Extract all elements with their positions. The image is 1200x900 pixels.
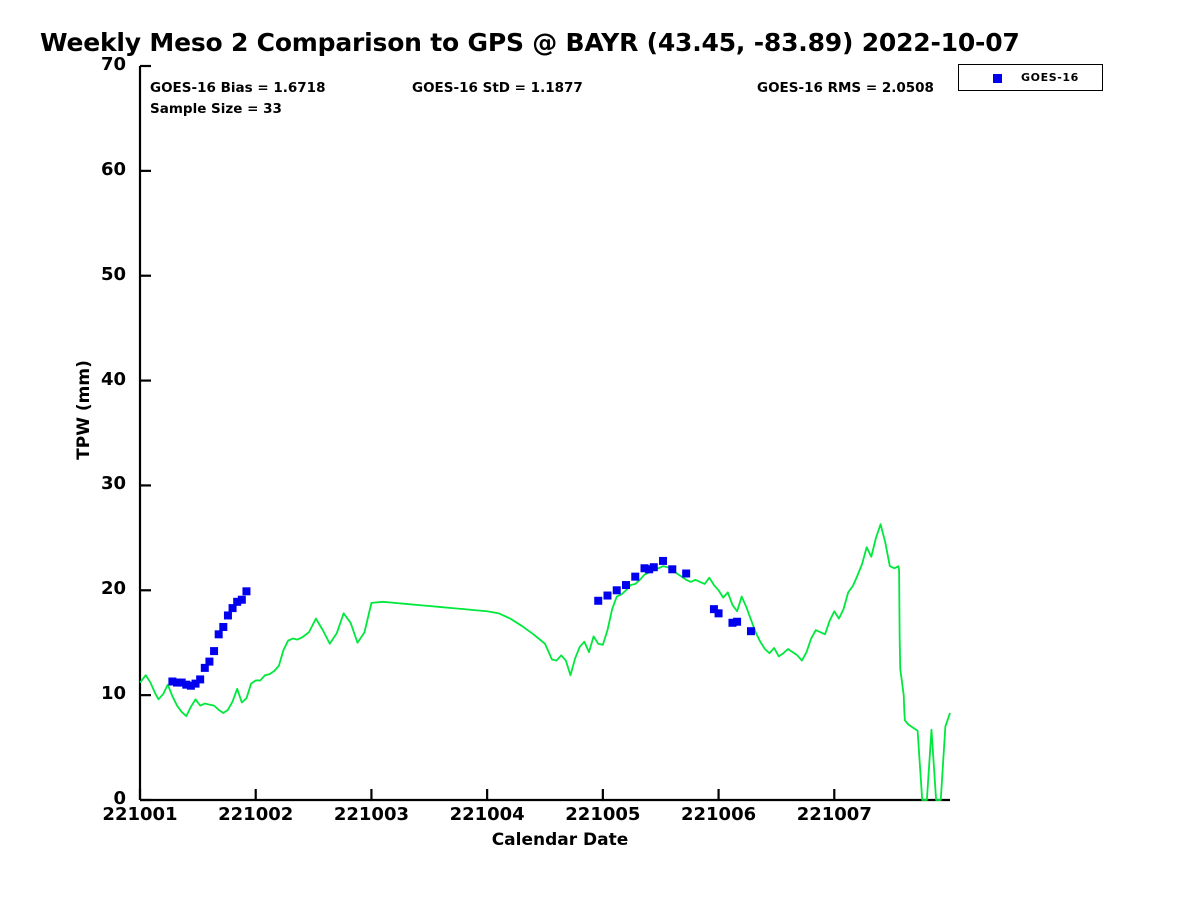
goes16-data-point xyxy=(594,596,603,605)
legend-swatch-goes16 xyxy=(993,74,1002,83)
axes xyxy=(138,66,950,802)
goes16-data-point xyxy=(733,617,742,626)
gps-line xyxy=(139,523,951,801)
goes16-data-point xyxy=(200,663,209,672)
stat-rms: GOES-16 RMS = 2.0508 xyxy=(757,80,934,96)
stat-bias: GOES-16 Bias = 1.6718 xyxy=(150,80,326,96)
goes16-marker-series xyxy=(168,556,755,690)
goes16-data-point xyxy=(205,657,214,666)
goes16-data-point xyxy=(237,595,246,604)
goes16-data-point xyxy=(210,647,219,656)
goes16-data-point xyxy=(223,611,232,620)
goes16-data-point xyxy=(168,677,177,686)
legend-label-goes16: GOES-16 xyxy=(1021,71,1079,84)
goes16-data-point xyxy=(659,556,668,565)
goes16-data-point xyxy=(622,581,630,590)
goes16-data-point xyxy=(640,564,649,573)
stat-sample-size: Sample Size = 33 xyxy=(150,101,282,117)
x-axis-label: Calendar Date xyxy=(491,830,629,850)
goes16-data-point xyxy=(214,630,223,639)
goes16-data-point xyxy=(177,678,186,687)
goes16-data-point xyxy=(186,681,195,690)
goes16-data-point xyxy=(709,605,718,614)
gps-line-series xyxy=(139,523,951,801)
legend: GOES-16 xyxy=(958,64,1103,91)
x-tick-label: 221003 xyxy=(333,804,409,825)
goes16-data-point xyxy=(682,569,691,578)
y-tick-label: 30 xyxy=(100,473,126,495)
y-tick-label: 0 xyxy=(113,788,126,809)
y-tick-label: 10 xyxy=(100,683,126,705)
x-tick-label: 221006 xyxy=(680,804,757,825)
goes16-data-point xyxy=(728,618,737,627)
goes16-data-point xyxy=(173,678,182,687)
goes16-data-point xyxy=(631,572,640,581)
goes16-data-point xyxy=(182,680,191,689)
goes16-data-point xyxy=(649,563,658,572)
y-tick-label: 60 xyxy=(100,158,126,180)
goes16-data-point xyxy=(645,565,654,574)
goes16-data-point xyxy=(603,591,612,600)
goes16-data-point xyxy=(714,609,723,618)
y-tick-label: 70 xyxy=(100,54,126,75)
x-tick-label: 221004 xyxy=(449,804,525,825)
y-tick-label: 50 xyxy=(100,263,126,285)
x-axis-ticks xyxy=(138,789,836,800)
y-axis-ticks xyxy=(140,64,151,802)
goes16-data-point xyxy=(196,675,205,684)
goes16-data-point xyxy=(228,604,237,613)
goes16-data-point xyxy=(668,565,677,574)
goes16-data-point xyxy=(191,679,200,688)
goes16-data-point xyxy=(233,597,242,606)
goes16-data-point xyxy=(219,622,228,631)
x-tick-label: 221007 xyxy=(796,804,872,825)
x-tick-label: 221001 xyxy=(102,804,178,825)
goes16-data-point xyxy=(242,587,251,596)
y-tick-label: 40 xyxy=(100,368,126,390)
stat-std: GOES-16 StD = 1.1877 xyxy=(412,80,583,96)
page-title: Weekly Meso 2 Comparison to GPS @ BAYR (… xyxy=(40,28,1020,57)
goes16-data-point xyxy=(612,586,621,595)
x-tick-label: 221005 xyxy=(565,804,641,825)
y-tick-label: 20 xyxy=(100,578,126,600)
x-tick-label: 221002 xyxy=(218,804,294,825)
goes16-data-point xyxy=(746,627,755,636)
